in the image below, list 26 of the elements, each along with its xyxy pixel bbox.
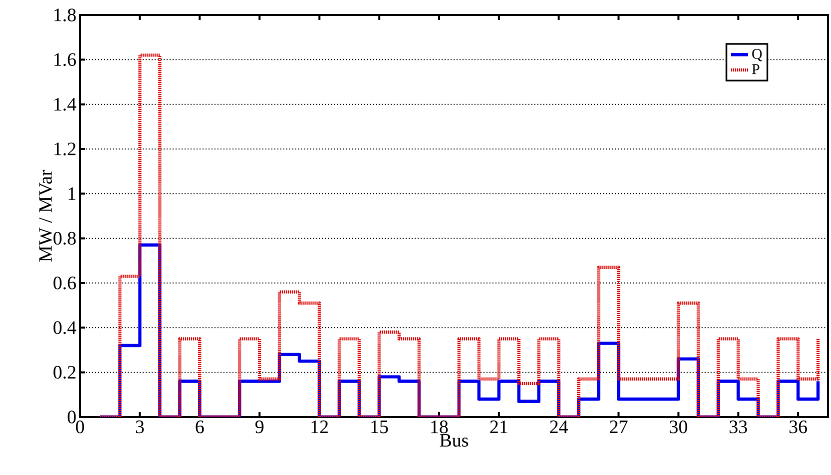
y-tick-label: 0.8 [54,232,76,245]
y-tick-label: 1.6 [54,53,76,66]
legend-label: P [752,64,760,74]
y-tick-label: 1.8 [54,8,76,22]
x-tick-label: 3 [136,420,144,434]
y-tick-label: 1 [68,187,76,200]
x-tick-label: 6 [196,420,204,434]
x-tick-label: 9 [255,420,264,434]
y-tick-label: 0.2 [54,366,76,379]
y-tick-label: 1.2 [54,142,76,156]
x-tick-label: 27 [610,420,628,434]
x-tick-label: 21 [490,420,508,434]
legend-label: Q [752,48,762,62]
x-tick-label: 30 [670,420,688,434]
y-tick-label: 0.4 [54,321,76,334]
y-tick-label: 0.6 [54,276,76,290]
x-axis-title: Bus [440,434,468,447]
x-tick-label: 12 [312,420,328,434]
y-tick-label: 1.4 [54,98,76,111]
x-tick-label: 24 [550,420,568,434]
x-tick-label: 18 [431,420,448,434]
x-tick-label: 15 [371,420,388,434]
y-axis-title: MW / MVar [39,170,52,262]
x-tick-label: 36 [790,420,807,434]
x-tick-label: 33 [730,420,747,434]
y-tick-label: 0 [68,410,76,424]
